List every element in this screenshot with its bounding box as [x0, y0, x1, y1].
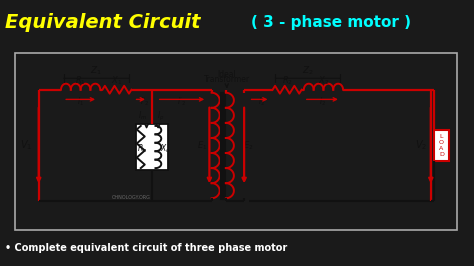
- Bar: [434, 130, 448, 161]
- Text: L
O
A
D: L O A D: [439, 134, 444, 157]
- Text: $Z_2$: $Z_2$: [302, 64, 314, 77]
- Text: $I_2$: $I_2$: [319, 95, 326, 108]
- Text: $R_o$: $R_o$: [137, 143, 148, 155]
- Text: $I'_2$: $I'_2$: [140, 95, 150, 108]
- Text: $I_m$: $I_m$: [138, 110, 147, 122]
- Text: $R_1$: $R_1$: [75, 74, 86, 87]
- Text: $V_1$: $V_1$: [20, 139, 32, 152]
- Text: $V_2$: $V_2$: [415, 139, 427, 152]
- Text: Equivalent Circuit: Equivalent Circuit: [5, 14, 200, 32]
- Text: $R_2$: $R_2$: [282, 74, 292, 87]
- Bar: [137, 124, 168, 170]
- Text: ( 3 - phase motor ): ( 3 - phase motor ): [251, 15, 411, 31]
- Text: $I_1$: $I_1$: [77, 95, 84, 108]
- Text: Transformer: Transformer: [204, 75, 250, 84]
- Text: $X_o$: $X_o$: [160, 143, 171, 155]
- Text: • Complete equivalent circuit of three phase motor: • Complete equivalent circuit of three p…: [5, 243, 287, 253]
- Text: $E_2$: $E_2$: [243, 139, 254, 152]
- Text: Ideal: Ideal: [218, 70, 236, 79]
- Text: $I'_2$: $I'_2$: [177, 95, 187, 108]
- Text: $X_2$: $X_2$: [318, 74, 329, 87]
- Text: $Z_1$: $Z_1$: [90, 64, 102, 77]
- Text: $X_1$: $X_1$: [111, 74, 123, 87]
- Text: $I_2$: $I_2$: [258, 95, 265, 108]
- Text: $E_1$: $E_1$: [197, 139, 207, 152]
- Text: CHNOLOGY.ORG: CHNOLOGY.ORG: [112, 195, 151, 200]
- Text: $I_p$: $I_p$: [156, 110, 164, 123]
